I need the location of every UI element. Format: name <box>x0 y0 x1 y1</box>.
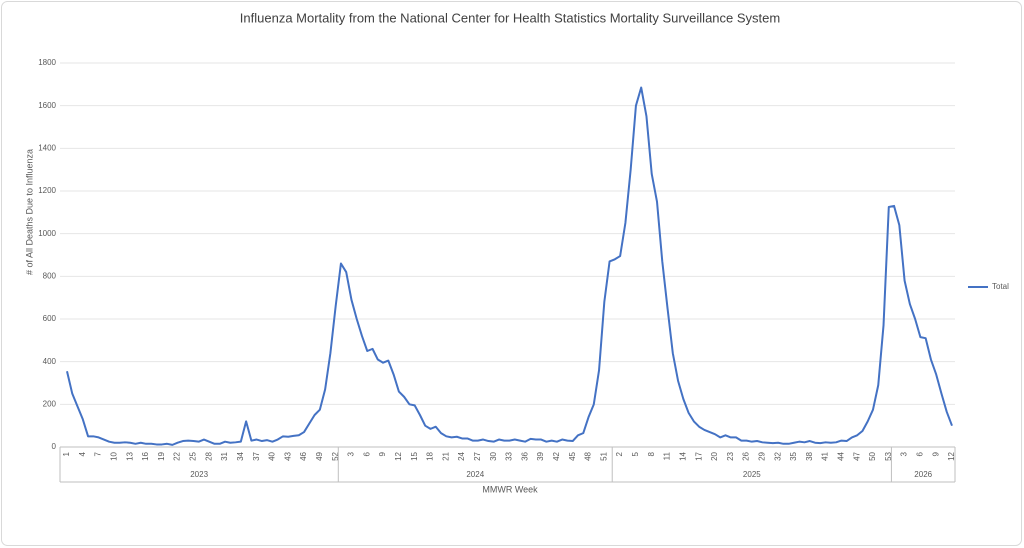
x-tick-label: 14 <box>678 451 687 460</box>
x-tick-label: 35 <box>789 451 798 460</box>
x-tick-label: 17 <box>694 451 703 460</box>
x-tick-label: 39 <box>536 451 545 460</box>
x-tick-label: 52 <box>331 451 340 460</box>
x-tick-label: 49 <box>315 451 324 460</box>
legend-label: Total <box>992 282 1009 291</box>
x-tick-label: 27 <box>473 451 482 460</box>
x-tick-label: 9 <box>931 451 940 456</box>
x-tick-label: 8 <box>647 451 656 456</box>
x-tick-label: 10 <box>110 451 119 460</box>
x-tick-label: 31 <box>220 451 229 460</box>
x-tick-label: 42 <box>552 451 561 460</box>
x-tick-label: 30 <box>489 451 498 460</box>
y-tick-label: 1800 <box>38 58 56 67</box>
x-group-label: 2025 <box>743 470 761 479</box>
x-tick-label: 9 <box>378 451 387 456</box>
x-tick-label: 1 <box>62 451 71 456</box>
x-tick-label: 12 <box>947 451 956 460</box>
x-tick-label: 19 <box>157 451 166 460</box>
x-tick-label: 3 <box>347 451 356 456</box>
x-tick-label: 16 <box>141 451 150 460</box>
y-tick-label: 1000 <box>38 229 56 238</box>
x-tick-label: 34 <box>236 451 245 460</box>
x-tick-label: 24 <box>457 451 466 460</box>
x-tick-label: 29 <box>757 451 766 460</box>
x-tick-label: 36 <box>520 451 529 460</box>
y-tick-label: 200 <box>43 399 57 408</box>
x-group-label: 2023 <box>190 470 208 479</box>
x-tick-label: 6 <box>916 451 925 456</box>
x-group-label: 2024 <box>466 470 484 479</box>
x-tick-label: 3 <box>900 451 909 456</box>
x-tick-label: 7 <box>94 451 103 456</box>
x-tick-label: 50 <box>868 451 877 460</box>
x-tick-label: 26 <box>742 451 751 460</box>
x-tick-label: 45 <box>568 451 577 460</box>
x-tick-label: 46 <box>299 451 308 460</box>
x-tick-label: 53 <box>884 451 893 460</box>
x-tick-label: 25 <box>189 451 198 460</box>
x-axis-title: MMWR Week <box>482 484 538 494</box>
x-tick-label: 32 <box>773 451 782 460</box>
x-tick-label: 37 <box>252 451 261 460</box>
x-tick-label: 44 <box>836 451 845 460</box>
x-group-label: 2026 <box>914 470 932 479</box>
y-tick-label: 1600 <box>38 101 56 110</box>
y-tick-label: 600 <box>43 314 57 323</box>
x-tick-label: 22 <box>173 451 182 460</box>
x-tick-label: 23 <box>726 451 735 460</box>
chart-title: Influenza Mortality from the National Ce… <box>240 10 780 25</box>
x-tick-label: 13 <box>125 451 134 460</box>
x-tick-label: 40 <box>268 451 277 460</box>
x-tick-label: 47 <box>852 451 861 460</box>
x-tick-label: 43 <box>283 451 292 460</box>
y-tick-label: 400 <box>43 357 57 366</box>
x-tick-label: 18 <box>426 451 435 460</box>
x-tick-label: 41 <box>821 451 830 460</box>
x-tick-label: 48 <box>584 451 593 460</box>
x-tick-label: 15 <box>410 451 419 460</box>
x-tick-label: 4 <box>78 451 87 456</box>
x-tick-label: 51 <box>599 451 608 460</box>
y-tick-label: 800 <box>43 271 57 280</box>
x-tick-label: 5 <box>631 451 640 456</box>
y-tick-label: 1200 <box>38 186 56 195</box>
x-tick-label: 38 <box>805 451 814 460</box>
y-tick-label: 0 <box>52 442 57 451</box>
y-axis-title: # of All Deaths Due to Influenza <box>24 149 34 275</box>
x-tick-label: 6 <box>362 451 371 456</box>
series-line <box>66 86 953 446</box>
x-tick-label: 33 <box>505 451 514 460</box>
y-tick-label: 1400 <box>38 143 56 152</box>
x-tick-label: 28 <box>204 451 213 460</box>
x-tick-label: 11 <box>663 451 672 460</box>
x-tick-label: 2 <box>615 451 624 456</box>
x-tick-label: 21 <box>441 451 450 460</box>
x-tick-label: 20 <box>710 451 719 460</box>
x-tick-label: 12 <box>394 451 403 460</box>
